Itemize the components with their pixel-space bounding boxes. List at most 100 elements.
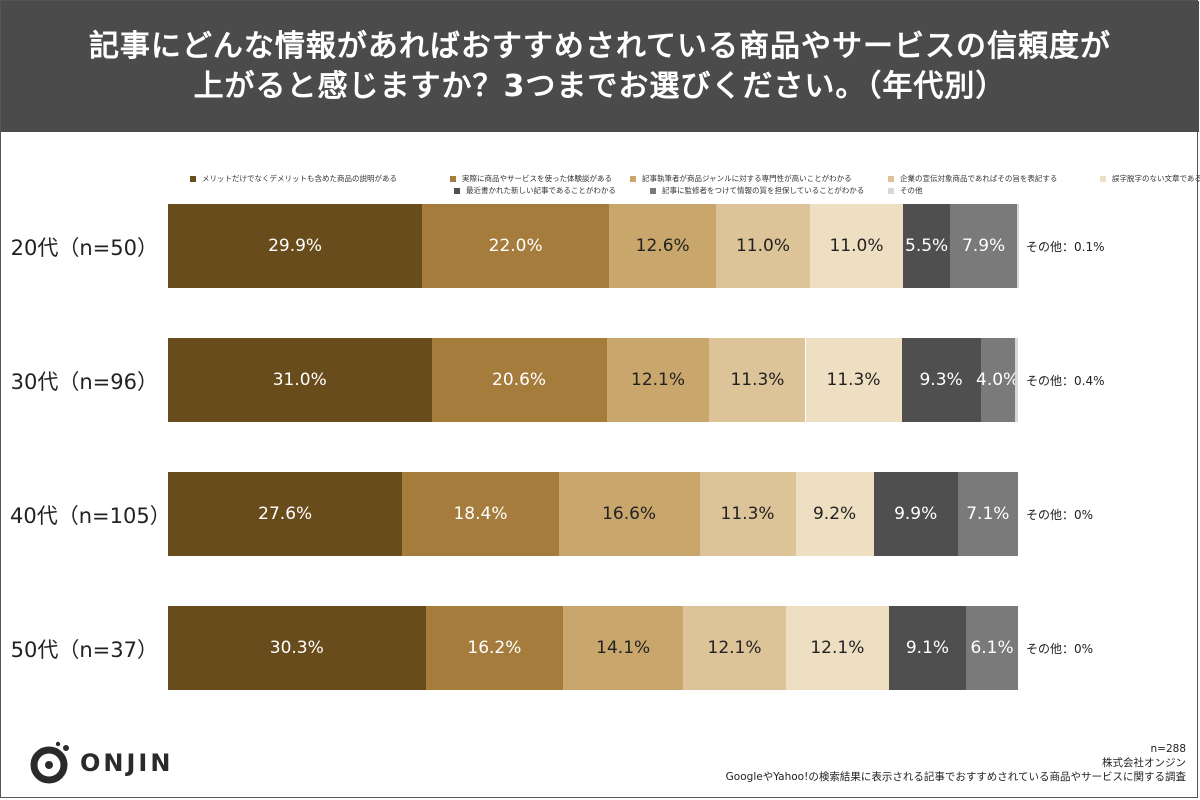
data-label: 12.1% [631,370,686,390]
legend-item: 誤字脱字のない文章である [1100,173,1200,184]
bar-segment [1014,338,1018,422]
other-note: その他：0% [1026,508,1094,522]
bar-segment: 5.5% [903,204,950,288]
other-note: その他：0.4% [1026,374,1105,388]
data-label: 12.6% [635,236,690,256]
legend-swatch [650,188,656,194]
bar-segment: 14.1% [563,606,684,690]
bar-segment: 9.2% [795,472,874,556]
bar-segment: 12.1% [683,606,786,690]
title-line-2: 上がると感じますか？3つまでお選びください。（年代別） [193,68,1007,104]
legend-swatch [630,176,636,182]
data-label: 16.2% [467,638,522,658]
data-label: 9.3% [919,370,963,390]
bar-segment: 9.9% [873,472,958,556]
legend-label: 誤字脱字のない文章である [1112,174,1200,183]
data-label: 5.5% [905,236,949,256]
category-label: 20代（n=50） [10,236,158,260]
legend-label: 最近書かれた新しい記事であることがわかる [466,186,616,195]
bar-segment [1017,204,1019,288]
legend-item: 記事執筆者が商品ジャンルに対する専門性が高いことがわかる [630,173,852,184]
data-label: 4.0% [976,370,1020,390]
legend-label: 企業の宣伝対象商品であればその旨を表記する [900,174,1058,183]
sample-size: n=288 [1150,743,1187,755]
bar-segment: 11.3% [805,338,902,422]
data-label: 9.1% [905,638,950,658]
data-label: 11.3% [826,370,881,390]
data-label: 9.9% [894,504,938,524]
data-label: 12.1% [707,638,762,658]
data-label: 12.1% [810,638,865,658]
onjin-logo: ONJIN [28,738,173,788]
title-line-1: 記事にどんな情報があればおすすめされている商品やサービスの信頼度が [88,28,1112,64]
data-label: 30.3% [269,638,324,658]
category-label: 40代（n=105） [10,504,171,528]
category-label: 50代（n=37） [10,638,158,662]
legend-swatch [1100,176,1106,182]
legend-label: 記事執筆者が商品ジャンルに対する専門性が高いことがわかる [642,174,852,183]
onjin-logo-icon [30,741,69,784]
bar-segment: 11.0% [809,204,904,288]
data-label: 11.3% [730,370,785,390]
data-label: 16.6% [602,504,657,524]
chart-header: 記事にどんな情報があればおすすめされている商品やサービスの信頼度が 上がると感じ… [1,1,1199,132]
bar-segment: 11.3% [699,472,796,556]
footer-notes: n=288 株式会社オンジン GoogleやYahoo!の検索結果に表示される記… [726,742,1186,784]
bar-segment: 31.0% [168,338,432,422]
legend-swatch [454,188,460,194]
data-label: 7.1% [966,504,1010,524]
legend-label: メリットだけでなくデメリットも含めた商品の説明がある [202,174,397,183]
legend-label: 実際に商品やサービスを使った体験談がある [462,174,612,183]
legend-item: 記事に監修者をつけて情報の質を担保していることがわかる [650,185,864,196]
bar-segment: 6.1% [966,606,1018,690]
bar-segment: 11.3% [709,338,806,422]
bar-segment: 12.1% [785,606,889,690]
bar-segment: 20.6% [431,338,607,422]
bar-segment: 12.6% [609,204,717,288]
legend-swatch [190,176,196,182]
other-note: その他：0% [1026,642,1094,656]
legend-item: 実際に商品やサービスを使った体験談がある [450,173,612,184]
bar-segment: 27.6% [168,472,403,556]
bar-segment: 9.1% [888,606,967,690]
bar-segment: 30.3% [168,606,426,690]
data-label: 11.3% [720,504,775,524]
legend-item: その他 [888,185,923,196]
bar-segment: 11.0% [716,204,810,288]
bar-segment: 7.9% [950,204,1018,288]
bar-segment: 16.6% [558,472,700,556]
legend-swatch [888,188,894,194]
data-label: 18.4% [453,504,508,524]
data-label: 7.9% [961,236,1006,256]
bar-segment: 9.3% [901,338,981,422]
data-label: 31.0% [272,370,327,390]
company-name: 株式会社オンジン [1102,757,1186,769]
legend-swatch [888,176,894,182]
data-label: 11.0% [735,236,790,256]
data-label: 29.9% [268,236,323,256]
data-label: 14.1% [596,638,651,658]
legend-label: 記事に監修者をつけて情報の質を担保していることがわかる [662,186,865,195]
legend-item: 最近書かれた新しい記事であることがわかる [454,185,616,196]
data-label: 20.6% [492,370,547,390]
data-label: 22.0% [488,236,543,256]
category-label: 30代（n=96） [10,370,158,394]
legend-swatch [450,176,456,182]
bar-segment: 29.9% [168,204,423,288]
data-label: 6.1% [970,638,1014,658]
bar-segment: 12.1% [606,338,710,422]
data-label: 11.0% [829,236,884,256]
legend-label: その他 [900,186,923,195]
bar-segment: 16.2% [425,606,564,690]
legend-item: メリットだけでなくデメリットも含めた商品の説明がある [190,173,397,184]
data-label: 9.2% [812,504,857,524]
bar-segment: 22.0% [422,204,610,288]
bar-segment: 7.1% [957,472,1018,556]
brand-name: ONJIN [80,749,174,777]
legend-item: 企業の宣伝対象商品であればその旨を表記する [888,173,1057,184]
bar-segment: 18.4% [402,472,559,556]
survey-name: GoogleやYahoo!の検索結果に表示される記事でおすすめされている商品やサ… [725,771,1186,783]
data-label: 27.6% [258,504,313,524]
bar-segment: 4.0% [976,338,1019,422]
